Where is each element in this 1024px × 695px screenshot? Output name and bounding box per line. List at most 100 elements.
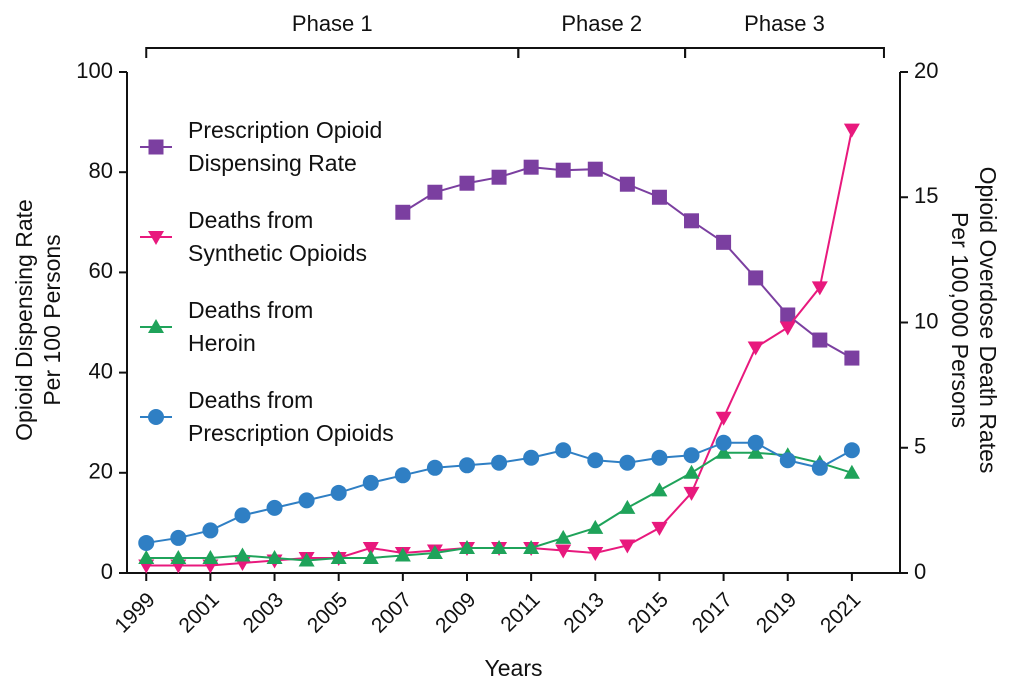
marker xyxy=(395,204,411,220)
legend-label: Deaths from Heroin xyxy=(188,297,314,356)
y-axis-title: Opioid Dispensing Rate Per 100 Persons xyxy=(11,199,65,441)
y-tick-label: 0 xyxy=(101,559,113,584)
marker xyxy=(715,434,732,451)
marker xyxy=(780,307,796,323)
marker xyxy=(843,123,860,138)
y-tick-label: 80 xyxy=(89,158,113,183)
marker xyxy=(811,281,828,296)
marker xyxy=(555,529,572,544)
phase-label: Phase 3 xyxy=(744,11,825,36)
legend-marker xyxy=(148,319,164,333)
marker xyxy=(715,444,732,459)
marker xyxy=(619,176,635,192)
marker xyxy=(651,449,668,466)
x-axis-title: Years xyxy=(485,655,543,681)
marker xyxy=(587,161,603,177)
y2-tick-label: 20 xyxy=(914,58,938,83)
marker xyxy=(587,519,604,534)
x-tick-label: 2021 xyxy=(816,588,865,637)
marker xyxy=(684,213,700,229)
marker xyxy=(683,447,700,464)
marker xyxy=(716,234,732,250)
y-tick-label: 40 xyxy=(89,358,113,383)
marker xyxy=(234,547,251,562)
marker xyxy=(555,544,572,559)
marker xyxy=(587,452,604,469)
marker xyxy=(715,411,732,426)
marker xyxy=(651,189,667,205)
y2-tick-label: 15 xyxy=(914,183,938,208)
phase-label: Phase 2 xyxy=(561,11,642,36)
marker xyxy=(843,442,860,459)
marker xyxy=(779,452,796,469)
marker xyxy=(362,541,379,556)
marker xyxy=(330,549,347,564)
marker xyxy=(202,549,219,564)
marker xyxy=(523,539,540,554)
y2-axis-title: Opioid Overdose Death Rates Per 100,000 … xyxy=(947,166,1001,474)
marker xyxy=(748,270,764,286)
marker xyxy=(458,457,475,474)
marker xyxy=(747,434,764,451)
x-tick-label: 2003 xyxy=(239,588,288,637)
y2-tick-label: 5 xyxy=(914,434,926,459)
marker xyxy=(523,449,540,466)
x-tick-label: 2013 xyxy=(559,588,608,637)
marker xyxy=(458,539,475,554)
marker xyxy=(555,442,572,459)
marker xyxy=(491,169,507,185)
marker xyxy=(234,507,251,524)
x-tick-label: 2001 xyxy=(175,588,224,637)
y2-tick-label: 0 xyxy=(914,559,926,584)
marker xyxy=(394,467,411,484)
marker xyxy=(683,464,700,479)
legend-marker xyxy=(148,231,164,245)
marker xyxy=(266,549,283,564)
marker xyxy=(459,175,475,191)
marker xyxy=(330,484,347,501)
y-tick-label: 100 xyxy=(76,58,113,83)
legend-label: Deaths from Prescription Opioids xyxy=(188,387,394,446)
phase-label: Phase 1 xyxy=(292,11,373,36)
legend-marker xyxy=(148,409,164,425)
marker xyxy=(811,459,828,476)
x-tick-label: 2009 xyxy=(431,588,480,637)
marker xyxy=(747,341,764,356)
marker xyxy=(843,464,860,479)
x-tick-label: 2011 xyxy=(496,588,544,636)
marker xyxy=(619,499,636,514)
x-tick-label: 2017 xyxy=(688,588,737,637)
marker xyxy=(138,534,155,551)
legend-marker xyxy=(148,139,164,155)
marker xyxy=(523,159,539,175)
x-tick-label: 1999 xyxy=(110,588,159,637)
marker xyxy=(394,547,411,562)
marker xyxy=(170,549,187,564)
legend-label: Prescription Opioid Dispensing Rate xyxy=(188,117,383,176)
marker xyxy=(202,522,219,539)
marker xyxy=(844,350,860,366)
legend-label: Deaths from Synthetic Opioids xyxy=(188,207,367,266)
marker xyxy=(362,549,379,564)
x-tick-label: 2005 xyxy=(303,588,352,637)
marker xyxy=(587,546,604,561)
marker xyxy=(555,162,571,178)
x-tick-label: 2007 xyxy=(367,588,416,637)
marker xyxy=(619,454,636,471)
marker xyxy=(427,184,443,200)
marker xyxy=(491,539,508,554)
marker xyxy=(619,539,636,554)
marker xyxy=(651,482,668,497)
y2-tick-label: 10 xyxy=(914,308,938,333)
x-tick-label: 2019 xyxy=(752,588,801,637)
marker xyxy=(170,529,187,546)
marker xyxy=(298,552,315,567)
marker xyxy=(266,499,283,516)
marker xyxy=(362,474,379,491)
marker xyxy=(298,492,315,509)
marker xyxy=(779,321,796,336)
marker xyxy=(683,486,700,501)
marker xyxy=(138,549,155,564)
marker xyxy=(747,444,764,459)
